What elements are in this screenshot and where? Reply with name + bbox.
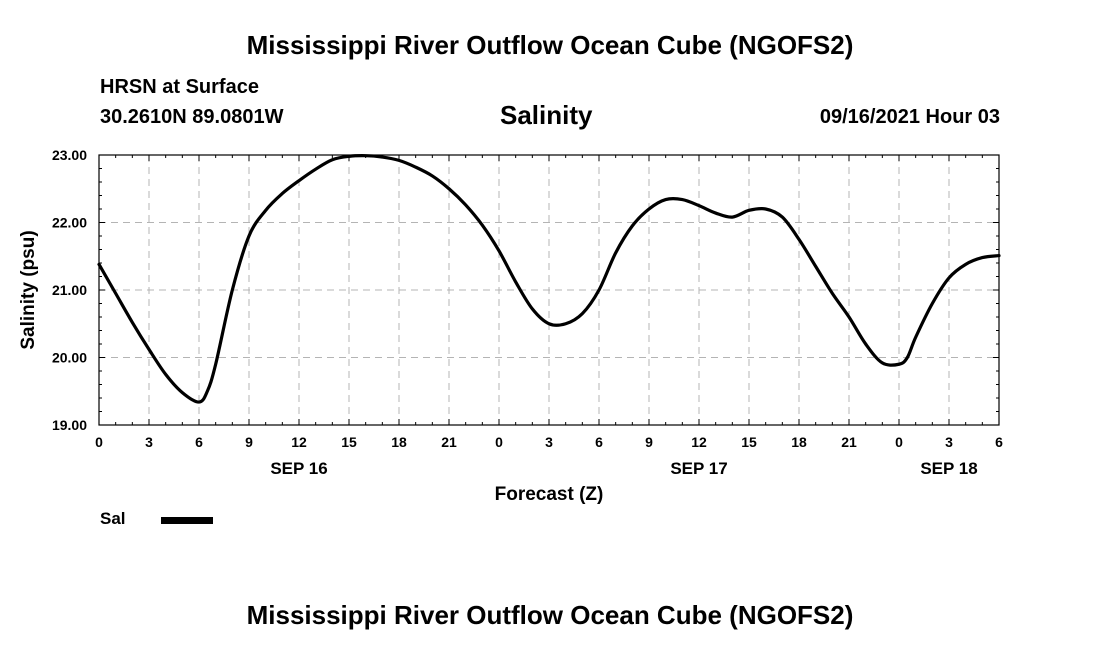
x-axis-label: Forecast (Z) [495,484,604,505]
x-tick-label: 0 [495,434,503,450]
x-tick-label: 12 [291,434,307,450]
date-label: SEP 17 [670,459,727,478]
x-tick-label: 18 [391,434,407,450]
x-tick-label: 6 [595,434,603,450]
x-tick-labels: 0 3 6 9 12 15 18 21 0 3 6 9 12 15 18 21 0 3 6 [95,434,1003,450]
legend-label: Sal [100,509,126,528]
salinity-series-line [97,154,1001,404]
y-tick-label: 20.00 [52,350,87,366]
x-tick-label: 0 [895,434,903,450]
y-tick-label: 19.00 [52,417,87,433]
x-tick-label: 3 [945,434,953,450]
x-tick-label: 6 [995,434,1003,450]
x-tick-label: 9 [645,434,653,450]
station-coordinates: 30.2610N 89.0801W [100,106,284,128]
station-label: HRSN at Surface [100,76,259,98]
forecast-datetime: 09/16/2021 Hour 03 [819,106,1000,128]
legend-swatch [161,517,213,524]
date-labels: SEP 16 SEP 17 SEP 18 [270,459,977,478]
y-tick-label: 23.00 [52,147,87,163]
x-tick-label: 0 [95,434,103,450]
x-tick-label: 9 [245,434,253,450]
x-tick-label: 21 [441,434,457,450]
y-tick-label: 21.00 [52,282,87,298]
x-tick-label: 12 [691,434,707,450]
page-title-bottom: Mississippi River Outflow Ocean Cube (NG… [246,600,854,630]
x-tick-label: 15 [741,434,757,450]
page-title-top: Mississippi River Outflow Ocean Cube (NG… [246,30,854,60]
y-tick-labels: 19.00 20.00 21.00 22.00 23.00 [52,147,87,433]
x-tick-label: 3 [545,434,553,450]
y-axis-label: Salinity (psu) [18,230,39,349]
axis-ticks [98,154,1000,426]
grid-lines [99,155,999,425]
x-tick-label: 18 [791,434,807,450]
x-tick-label: 3 [145,434,153,450]
y-tick-label: 22.00 [52,215,87,231]
x-tick-label: 21 [841,434,857,450]
x-tick-label: 6 [195,434,203,450]
x-tick-label: 15 [341,434,357,450]
date-label: SEP 16 [270,459,327,478]
date-label: SEP 18 [920,459,977,478]
chart-title: Salinity [500,100,593,130]
